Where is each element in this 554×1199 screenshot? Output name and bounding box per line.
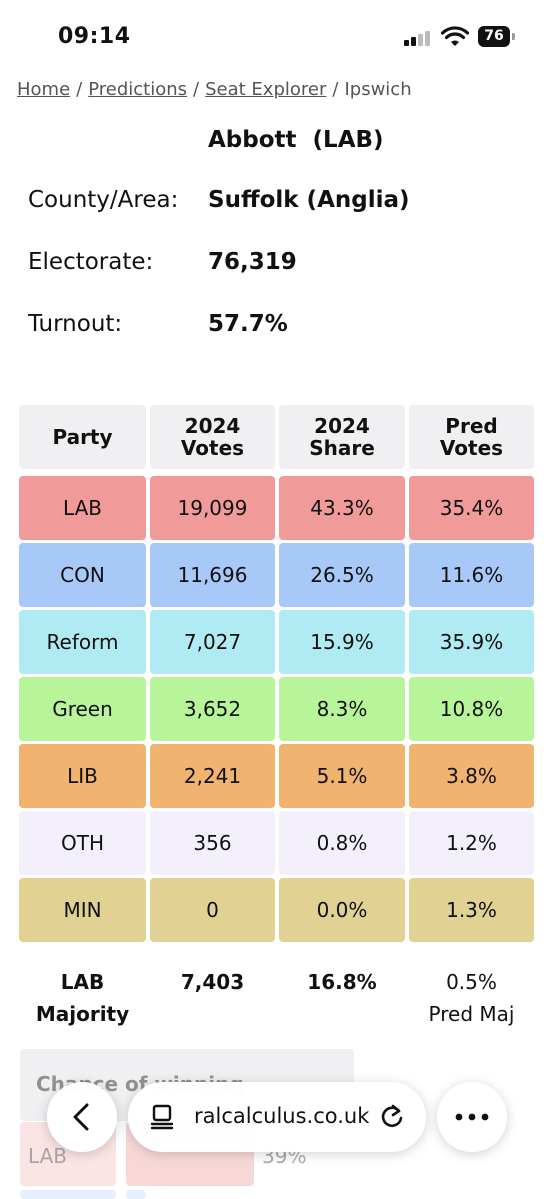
- breadcrumb-home-link[interactable]: Home: [17, 79, 71, 100]
- pred-votes: 3.8%: [409, 744, 534, 808]
- votes-2024: 3,652: [150, 677, 275, 741]
- wifi-icon: [441, 26, 469, 46]
- table-row: LIB 2,241 5.1% 3.8%: [19, 744, 535, 808]
- reader-icon[interactable]: [150, 1104, 176, 1130]
- majority-votes: 7,403: [180, 970, 245, 994]
- party-name: LIB: [19, 744, 146, 808]
- battery-level: 76: [478, 26, 510, 47]
- header-pred-votes: Pred Votes: [409, 405, 534, 469]
- mp-name: Abbott (LAB): [208, 127, 384, 153]
- chevron-left-icon: [73, 1103, 89, 1131]
- majority-share: 16.8%: [307, 970, 377, 994]
- chance-next-row: [20, 1190, 116, 1199]
- majority-row: LAB Majority 7,403 16.8% 0.5% Pred Maj: [19, 966, 535, 1030]
- party-name: CON: [19, 543, 146, 607]
- electorate-label: Electorate:: [28, 249, 154, 275]
- share-2024: 0.8%: [279, 811, 405, 875]
- party-name: Reform: [19, 610, 146, 674]
- header-party: Party: [19, 405, 146, 469]
- party-name: LAB: [19, 476, 146, 540]
- votes-2024: 11,696: [150, 543, 275, 607]
- back-button[interactable]: [47, 1082, 117, 1152]
- info-row-county: County/Area: Suffolk (Anglia): [28, 187, 528, 219]
- turnout-label: Turnout:: [28, 311, 123, 337]
- party-name: MIN: [19, 878, 146, 942]
- cellular-signal-icon: [404, 30, 434, 46]
- votes-2024: 2,241: [150, 744, 275, 808]
- header-2024-share: 2024 Share: [279, 405, 405, 469]
- party-name: OTH: [19, 811, 146, 875]
- table-row: CON 11,696 26.5% 11.6%: [19, 543, 535, 607]
- votes-2024: 0: [150, 878, 275, 942]
- breadcrumb-separator: /: [332, 79, 339, 100]
- table-header-row: Party 2024 Votes 2024 Share Pred Votes: [19, 405, 535, 469]
- breadcrumb: Home / Predictions / Seat Explorer / Ipswich: [17, 79, 412, 100]
- breadcrumb-seat-explorer-link[interactable]: Seat Explorer: [205, 79, 327, 100]
- share-2024: 43.3%: [279, 476, 405, 540]
- share-2024: 8.3%: [279, 677, 405, 741]
- county-value: Suffolk (Anglia): [208, 187, 410, 213]
- votes-2024: 7,027: [150, 610, 275, 674]
- share-2024: 15.9%: [279, 610, 405, 674]
- pred-votes: 35.4%: [409, 476, 534, 540]
- county-label: County/Area:: [28, 187, 179, 213]
- pred-majority: 0.5% Pred Maj: [428, 970, 515, 1026]
- pred-votes: 35.9%: [409, 610, 534, 674]
- breadcrumb-separator: /: [76, 79, 83, 100]
- battery-icon: 76: [478, 26, 516, 47]
- info-row-turnout: Turnout: 57.7%: [28, 311, 528, 343]
- more-icon: [455, 1113, 489, 1121]
- breadcrumb-current: Ipswich: [344, 79, 412, 100]
- info-row-electorate: Electorate: 76,319: [28, 249, 528, 281]
- chance-next-bar: [126, 1190, 146, 1199]
- address-bar[interactable]: ralcalculus.co.uk: [128, 1082, 426, 1152]
- share-2024: 26.5%: [279, 543, 405, 607]
- breadcrumb-separator: /: [193, 79, 200, 100]
- breadcrumb-predictions-link[interactable]: Predictions: [88, 79, 188, 100]
- header-2024-votes: 2024 Votes: [150, 405, 275, 469]
- turnout-value: 57.7%: [208, 311, 288, 337]
- more-button[interactable]: [437, 1082, 507, 1152]
- pred-votes: 1.2%: [409, 811, 534, 875]
- pred-votes: 10.8%: [409, 677, 534, 741]
- table-row: OTH 356 0.8% 1.2%: [19, 811, 535, 875]
- table-row: LAB 19,099 43.3% 35.4%: [19, 476, 535, 540]
- votes-2024: 356: [150, 811, 275, 875]
- reload-icon[interactable]: [378, 1102, 406, 1130]
- url-text[interactable]: ralcalculus.co.uk: [194, 1104, 370, 1128]
- chance-party-label: LAB: [28, 1144, 68, 1168]
- table-row: MIN 0 0.0% 1.3%: [19, 878, 535, 942]
- pred-votes: 11.6%: [409, 543, 534, 607]
- pred-votes: 1.3%: [409, 878, 534, 942]
- majority-label: LAB Majority: [35, 970, 130, 1026]
- status-bar: 09:14 76: [0, 0, 554, 72]
- party-name: Green: [19, 677, 146, 741]
- clock: 09:14: [58, 24, 131, 49]
- table-row: Reform 7,027 15.9% 35.9%: [19, 610, 535, 674]
- table-row: Green 3,652 8.3% 10.8%: [19, 677, 535, 741]
- votes-2024: 19,099: [150, 476, 275, 540]
- electorate-value: 76,319: [208, 249, 297, 275]
- share-2024: 5.1%: [279, 744, 405, 808]
- share-2024: 0.0%: [279, 878, 405, 942]
